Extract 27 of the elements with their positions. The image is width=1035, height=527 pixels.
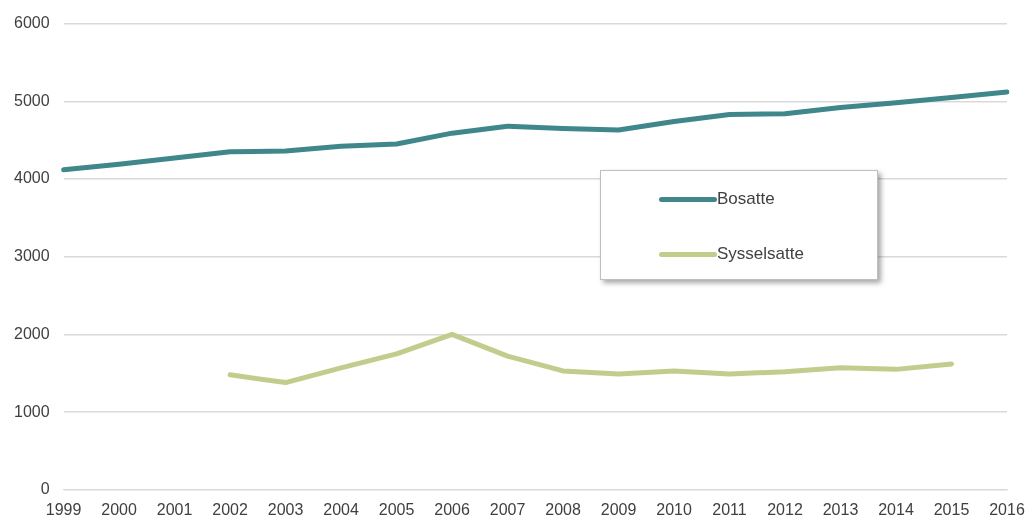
x-tick-label: 2003: [267, 500, 304, 518]
y-tick-label: 2000: [14, 324, 50, 342]
x-tick-label: 2000: [101, 500, 137, 518]
y-tick-label: 4000: [14, 169, 50, 187]
x-tick-label: 2013: [822, 500, 859, 518]
legend-label: Sysselsatte: [717, 244, 804, 264]
x-tick-label: 2015: [933, 500, 970, 518]
x-tick-label: 2005: [378, 500, 415, 518]
x-tick-label: 2008: [545, 500, 581, 518]
x-tick-label: 2001: [156, 500, 193, 518]
x-tick-label: 2014: [878, 500, 914, 518]
x-tick-label: 2016: [989, 500, 1025, 518]
x-tick-label: 2011: [712, 500, 747, 518]
x-tick-label: 2007: [489, 500, 526, 518]
y-tick-label: 1000: [14, 402, 50, 420]
legend-label: Bosatte: [717, 189, 775, 209]
x-tick-label: 2012: [767, 500, 803, 518]
x-tick-label: 1999: [45, 500, 82, 518]
x-tick-label: 2004: [323, 500, 359, 518]
x-tick-label: 2006: [434, 500, 470, 518]
x-tick-label: 2010: [656, 500, 692, 518]
x-tick-label: 2002: [212, 500, 248, 518]
y-tick-label: 0: [40, 480, 50, 498]
y-tick-label: 3000: [14, 247, 50, 265]
y-tick-label: 5000: [14, 91, 50, 109]
x-tick-label: 2009: [600, 500, 637, 518]
y-tick-label: 6000: [14, 14, 50, 32]
